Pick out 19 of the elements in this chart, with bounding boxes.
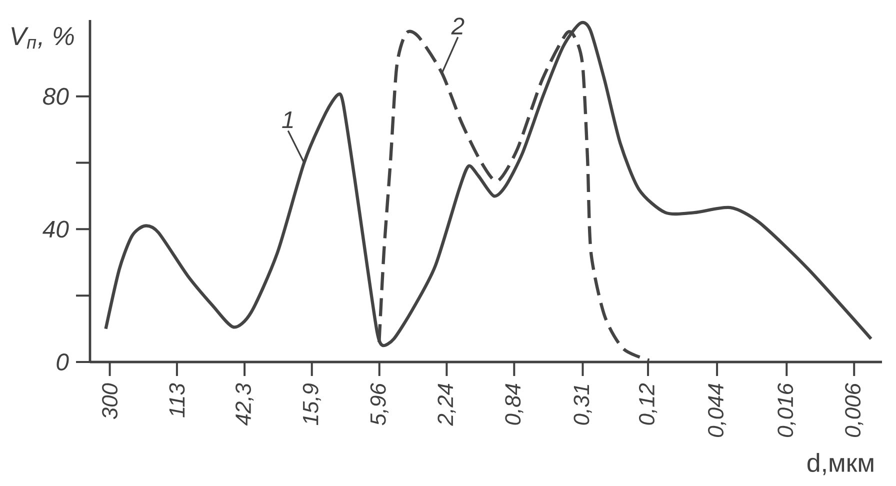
- x-tick-label: 0,006: [845, 383, 864, 437]
- x-tick-label: 0,016: [778, 383, 796, 437]
- x-tick-label: 42,3: [236, 383, 254, 426]
- x-tick-label: 0,84: [505, 384, 524, 425]
- annotation: 2: [451, 18, 464, 34]
- x-tick-label: 0,12: [638, 383, 658, 425]
- x-tick-label: 15,9: [302, 384, 321, 426]
- x-tick-label: 0,044: [708, 384, 726, 437]
- y-tick-label: 40: [42, 220, 69, 238]
- x-tick-label: 113: [169, 383, 185, 418]
- x-axis-title: d,мкм: [808, 453, 874, 476]
- y-axis-title: V$_{п}$, %: [12, 27, 74, 49]
- x-tick-label: 2,24: [438, 384, 456, 426]
- x-tick-label: 5,96: [370, 383, 388, 426]
- x-tick-label: 300: [102, 383, 118, 420]
- y-tick-label: 80: [43, 88, 69, 105]
- x-tick-label: 0,31: [574, 384, 592, 425]
- annotation: 1: [282, 112, 293, 128]
- y-tick-label: 0: [56, 354, 69, 370]
